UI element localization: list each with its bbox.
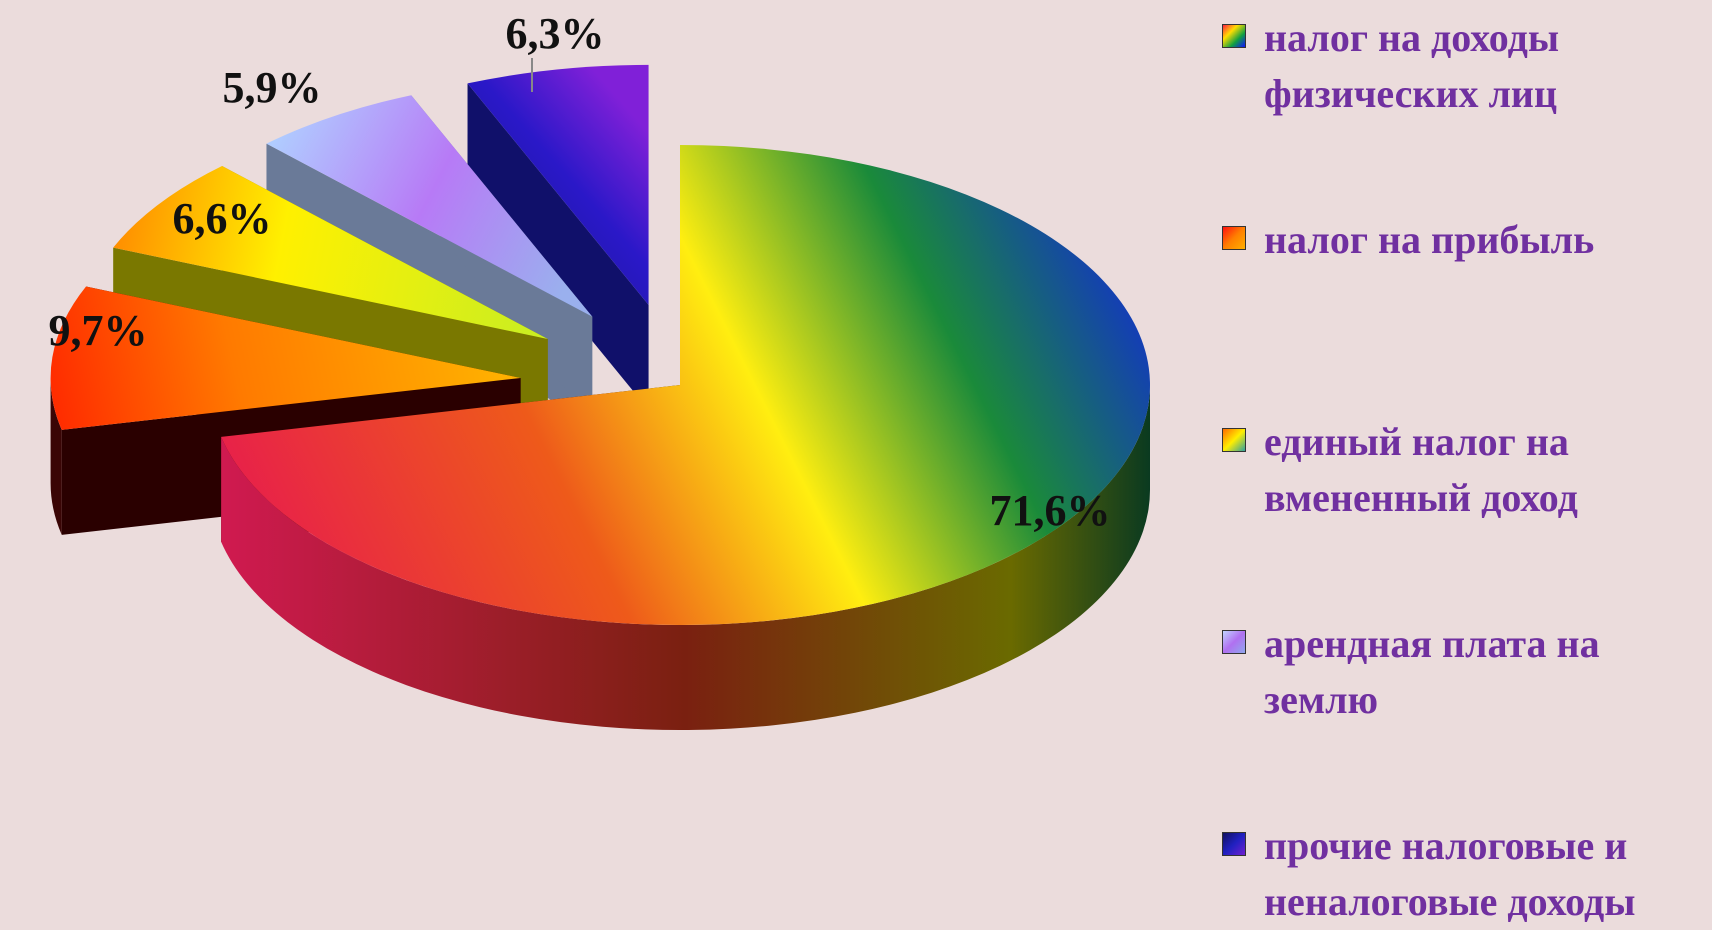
legend-label: единый налог на вмененный доход [1264,419,1578,520]
legend-swatch [1222,630,1246,654]
legend-swatch [1222,226,1246,250]
legend-label: прочие налоговые и неналоговые доходы [1264,823,1636,924]
pie-slice [221,145,1150,730]
slice-top [50,286,521,430]
slice-top [221,145,1150,625]
pie-slice [467,64,649,410]
slice-rim [50,377,62,535]
slice-top [113,166,548,340]
data-label: 6,6% [173,194,272,243]
slice-rim [221,385,1150,730]
data-label: 9,7% [49,306,148,355]
legend-label: арендная плата на землю [1264,621,1600,722]
slice-wall [467,83,649,410]
legend-swatch [1222,832,1246,856]
slice-top [266,95,593,317]
data-label: 5,9% [223,63,322,112]
legend-label: налог на доходы физических лиц [1264,15,1560,116]
data-label: 71,6% [990,486,1111,535]
legend-swatch [1222,428,1246,452]
slice-top [467,64,649,305]
data-label: 6,3% [506,9,605,58]
legend-label: налог на прибыль [1264,217,1595,262]
legend-swatch [1222,24,1246,48]
